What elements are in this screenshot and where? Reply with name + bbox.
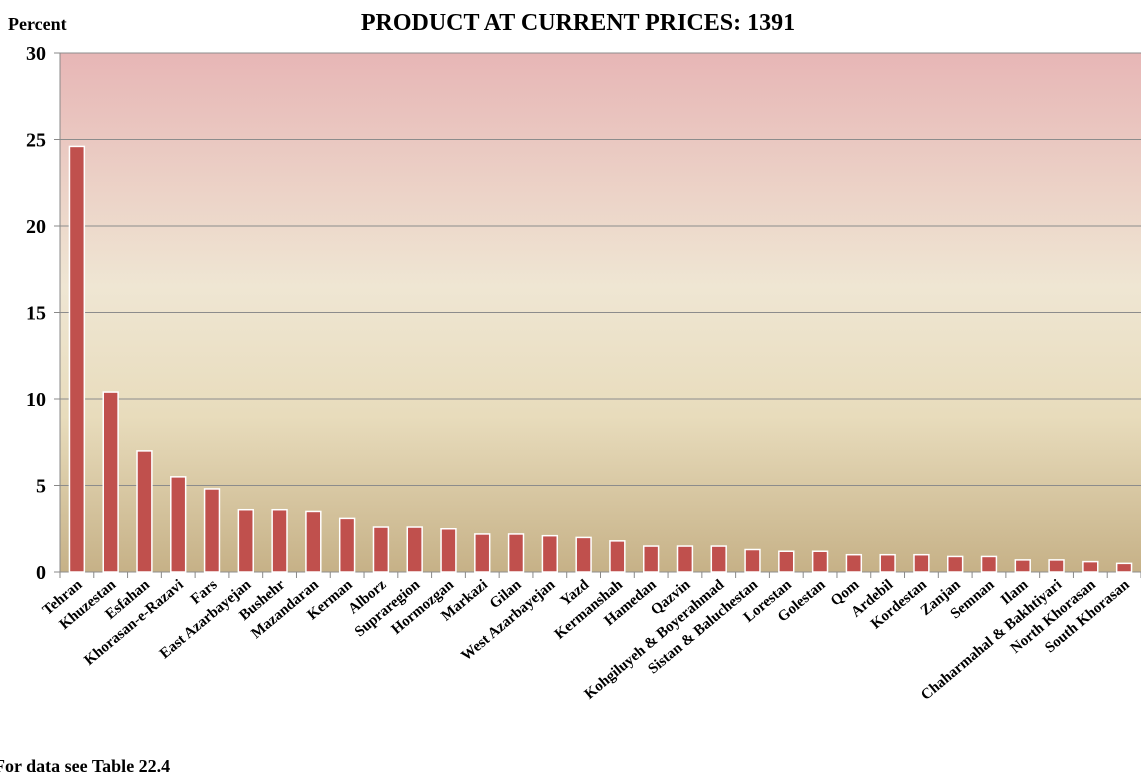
bar — [170, 476, 187, 573]
bar — [203, 488, 221, 573]
chart-title: PRODUCT AT CURRENT PRICES: 1391 — [361, 10, 795, 36]
bar — [575, 536, 592, 573]
bar — [710, 545, 727, 573]
bar — [845, 553, 863, 573]
bar — [305, 510, 322, 573]
bar — [676, 545, 694, 573]
bar — [947, 555, 964, 573]
bar — [372, 526, 390, 573]
bar — [1115, 562, 1133, 573]
bar — [1014, 559, 1031, 573]
y-tick-label: 5 — [36, 476, 46, 498]
bar — [913, 553, 930, 573]
y-axis-label: Percent — [8, 14, 67, 34]
y-tick-label: 30 — [26, 43, 46, 65]
note: For data see Table 22.4 — [0, 756, 170, 773]
y-tick-label: 25 — [26, 130, 46, 152]
y-tick-label: 20 — [26, 216, 46, 238]
bar — [541, 534, 559, 573]
bar — [102, 391, 119, 573]
bar — [136, 450, 153, 573]
bar — [507, 533, 525, 573]
bar — [474, 533, 491, 573]
bar — [1048, 559, 1065, 573]
bar — [1082, 560, 1099, 573]
bar — [879, 553, 896, 573]
y-tick-label: 10 — [26, 389, 46, 411]
bar — [338, 517, 356, 573]
bar — [811, 550, 829, 573]
bar — [609, 540, 626, 573]
bar — [744, 548, 761, 573]
bar — [642, 545, 660, 573]
bar — [237, 508, 254, 573]
bar — [980, 555, 998, 573]
bar — [271, 508, 288, 573]
bar — [406, 526, 423, 573]
bar — [68, 145, 86, 573]
y-tick-label: 15 — [26, 303, 46, 325]
bar — [440, 528, 457, 573]
y-tick-label: 0 — [36, 562, 46, 584]
bar — [778, 550, 795, 573]
